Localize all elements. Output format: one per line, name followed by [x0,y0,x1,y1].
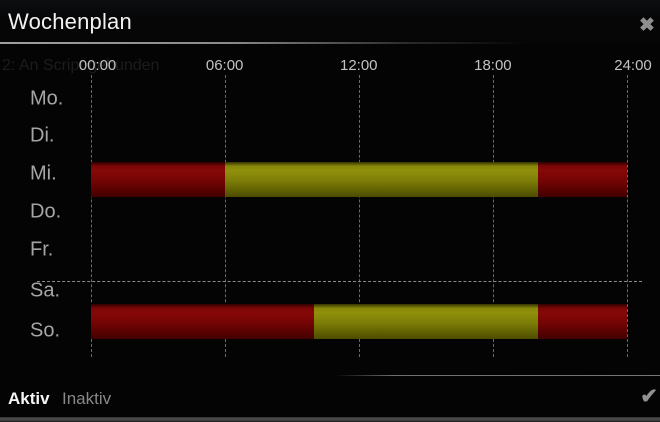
time-axis-label: 18:00 [474,57,512,74]
time-gridline [627,75,628,357]
time-gridline [224,75,226,357]
schedule-segment-so-2000[interactable] [537,304,627,339]
time-gridline [90,75,92,357]
background-watermark-text: 2: An Script gebunden [2,57,160,74]
page-title: Wochenplan [8,9,132,34]
title-divider [0,42,660,44]
time-axis-label: 24:00 [614,57,652,74]
schedule-segment-mi-2000[interactable] [537,162,627,197]
time-gridline [492,75,494,357]
confirm-check-icon[interactable]: ✔ [640,385,658,408]
close-icon[interactable]: ✖ [639,15,655,36]
day-label-do: Do. [30,200,62,223]
time-axis-label: 12:00 [339,57,378,74]
day-label-di: Di. [30,124,55,147]
schedule-grid: 00:00 06:00 12:00 18:00 24:00 Mo. Di. Mi. Do. Fr.… [30,57,652,357]
schedule-segment-so-1000[interactable] [314,304,538,339]
bottom-edge [0,417,660,421]
footer-divider [335,375,660,376]
weekend-divider-line [37,281,642,282]
time-gridline [358,75,360,357]
time-axis-label: 06:00 [205,57,244,74]
day-label-mo: Mo. [30,87,64,110]
day-label-so: So. [30,319,61,342]
mode-aktiv-button[interactable]: Aktiv [8,389,50,408]
schedule-segment-so-0000[interactable] [90,304,315,339]
title-bar: Wochenplan ✖ [0,0,660,43]
day-label-sa: Sa. [30,279,61,302]
schedule-segment-mi-0000[interactable] [90,162,225,197]
schedule-segment-mi-0600[interactable] [224,162,538,197]
footer-bar: Aktiv Inaktiv ✔ [0,380,660,418]
day-label-fr: Fr. [30,238,54,261]
time-axis-label: 00:00 [78,57,117,74]
mode-inaktiv-button[interactable]: Inaktiv [62,389,112,408]
day-label-mi: Mi. [30,162,57,185]
